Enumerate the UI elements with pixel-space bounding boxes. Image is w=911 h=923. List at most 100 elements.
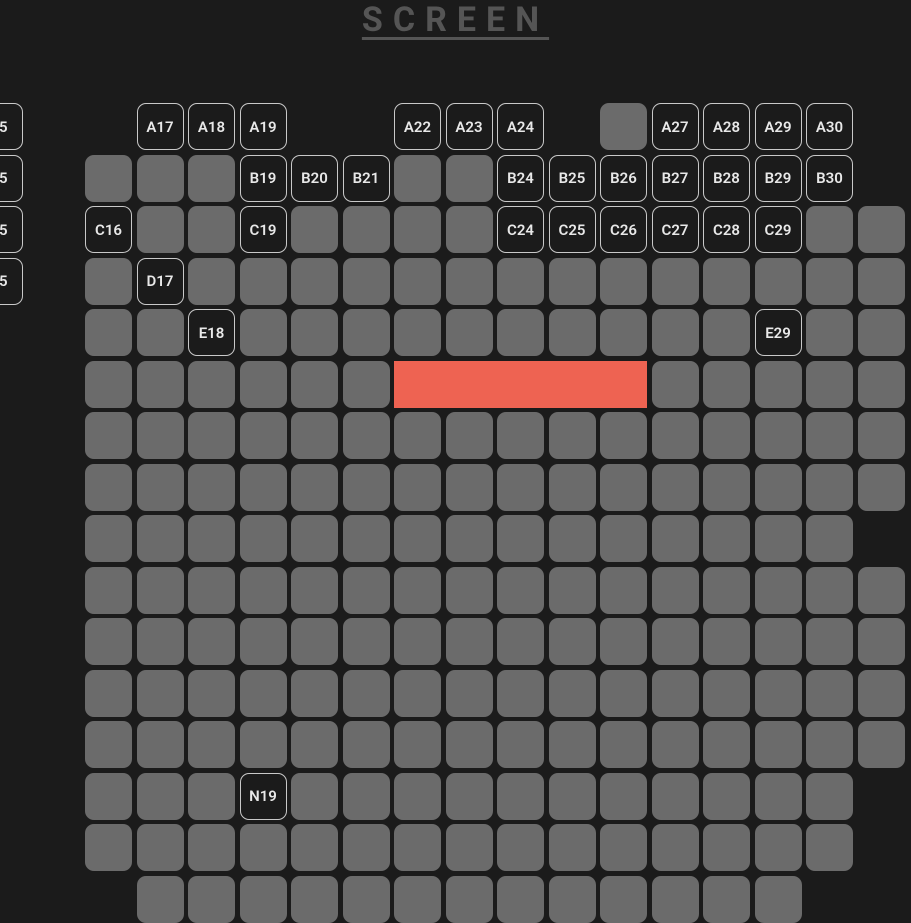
seat-B29[interactable]: B29 bbox=[755, 155, 802, 202]
seat-C28[interactable]: C28 bbox=[703, 206, 750, 253]
seat-I30 bbox=[806, 515, 853, 562]
seat-C24[interactable]: C24 bbox=[497, 206, 544, 253]
seat-K22 bbox=[394, 618, 441, 665]
seat-D31 bbox=[858, 258, 905, 305]
seat-A30[interactable]: A30 bbox=[806, 103, 853, 150]
seat-A27[interactable]: A27 bbox=[652, 103, 699, 150]
seat-M25 bbox=[549, 721, 596, 768]
seat-F17 bbox=[137, 361, 184, 408]
seat-J29 bbox=[755, 567, 802, 614]
seat-B28[interactable]: B28 bbox=[703, 155, 750, 202]
seat-A17[interactable]: A17 bbox=[137, 103, 184, 150]
seat-E29[interactable]: E29 bbox=[755, 309, 802, 356]
seat-B26[interactable]: B26 bbox=[600, 155, 647, 202]
seat-J28 bbox=[703, 567, 750, 614]
seat-B19[interactable]: B19 bbox=[240, 155, 287, 202]
seat-D25 bbox=[549, 258, 596, 305]
seat-C16[interactable]: C16 bbox=[85, 206, 132, 253]
seat-F28 bbox=[703, 361, 750, 408]
seat-B20[interactable]: B20 bbox=[291, 155, 338, 202]
seat-M28 bbox=[703, 721, 750, 768]
seat-C19[interactable]: C19 bbox=[240, 206, 287, 253]
seat-G18 bbox=[188, 412, 235, 459]
seat-K29 bbox=[755, 618, 802, 665]
seat-M16 bbox=[85, 721, 132, 768]
seat-B24[interactable]: B24 bbox=[497, 155, 544, 202]
seat-I19 bbox=[240, 515, 287, 562]
seat-B27[interactable]: B27 bbox=[652, 155, 699, 202]
seat-C27[interactable]: C27 bbox=[652, 206, 699, 253]
seat-label: B27 bbox=[662, 169, 689, 187]
seat-D26 bbox=[600, 258, 647, 305]
seat-label: B29 bbox=[765, 169, 792, 187]
seat-C25[interactable]: C25 bbox=[549, 206, 596, 253]
seat-J22 bbox=[394, 567, 441, 614]
seat-label: C29 bbox=[765, 221, 792, 239]
seat-C15[interactable]: 15 bbox=[0, 206, 23, 253]
seat-map: SCREEN 1415A17A18A19A22A23A24A27A28A29A3… bbox=[0, 0, 911, 911]
seat-G27 bbox=[652, 412, 699, 459]
seat-A18[interactable]: A18 bbox=[188, 103, 235, 150]
seat-N25 bbox=[549, 773, 596, 820]
seat-D28 bbox=[703, 258, 750, 305]
seat-B30[interactable]: B30 bbox=[806, 155, 853, 202]
seat-K21 bbox=[343, 618, 390, 665]
seat-J17 bbox=[137, 567, 184, 614]
seat-B25[interactable]: B25 bbox=[549, 155, 596, 202]
seat-G30 bbox=[806, 412, 853, 459]
seat-O16 bbox=[85, 824, 132, 871]
seat-A22[interactable]: A22 bbox=[394, 103, 441, 150]
seat-label: A24 bbox=[507, 118, 534, 136]
seat-L30 bbox=[806, 670, 853, 717]
seat-label: A18 bbox=[198, 118, 225, 136]
seat-B21[interactable]: B21 bbox=[343, 155, 390, 202]
seat-A23[interactable]: A23 bbox=[446, 103, 493, 150]
seat-M21 bbox=[343, 721, 390, 768]
seat-L29 bbox=[755, 670, 802, 717]
seat-label: C27 bbox=[662, 221, 689, 239]
seat-selected-group[interactable] bbox=[394, 361, 647, 408]
seat-N28 bbox=[703, 773, 750, 820]
seat-D22 bbox=[394, 258, 441, 305]
seat-P28 bbox=[703, 876, 750, 923]
seat-label: C19 bbox=[250, 221, 277, 239]
seat-I25 bbox=[549, 515, 596, 562]
seat-A15[interactable]: 15 bbox=[0, 103, 23, 150]
seat-K16 bbox=[85, 618, 132, 665]
seat-label: A23 bbox=[455, 118, 482, 136]
seat-A24[interactable]: A24 bbox=[497, 103, 544, 150]
seat-E17 bbox=[137, 309, 184, 356]
seat-N27 bbox=[652, 773, 699, 820]
seat-D15[interactable]: 15 bbox=[0, 258, 23, 305]
seat-J16 bbox=[85, 567, 132, 614]
seat-H22 bbox=[394, 464, 441, 511]
seat-A19[interactable]: A19 bbox=[240, 103, 287, 150]
seat-F31 bbox=[858, 361, 905, 408]
screen-label: SCREEN bbox=[0, 0, 911, 40]
seat-D24 bbox=[497, 258, 544, 305]
seat-B15[interactable]: 15 bbox=[0, 155, 23, 202]
seat-M22 bbox=[394, 721, 441, 768]
seat-label: D17 bbox=[147, 272, 174, 290]
seat-F16 bbox=[85, 361, 132, 408]
seat-E25 bbox=[549, 309, 596, 356]
seat-H26 bbox=[600, 464, 647, 511]
seat-N19[interactable]: N19 bbox=[240, 773, 287, 820]
seat-E18[interactable]: E18 bbox=[188, 309, 235, 356]
seat-C26[interactable]: C26 bbox=[600, 206, 647, 253]
seat-I23 bbox=[446, 515, 493, 562]
seat-A29[interactable]: A29 bbox=[755, 103, 802, 150]
seat-A28[interactable]: A28 bbox=[703, 103, 750, 150]
seat-O18 bbox=[188, 824, 235, 871]
seat-label: B24 bbox=[507, 169, 534, 187]
seat-H31 bbox=[858, 464, 905, 511]
seat-D17[interactable]: D17 bbox=[137, 258, 184, 305]
seat-H23 bbox=[446, 464, 493, 511]
seat-F18 bbox=[188, 361, 235, 408]
seat-C29[interactable]: C29 bbox=[755, 206, 802, 253]
seat-P23 bbox=[446, 876, 493, 923]
seat-J27 bbox=[652, 567, 699, 614]
seat-label: N19 bbox=[249, 787, 277, 805]
seat-M18 bbox=[188, 721, 235, 768]
seat-K26 bbox=[600, 618, 647, 665]
